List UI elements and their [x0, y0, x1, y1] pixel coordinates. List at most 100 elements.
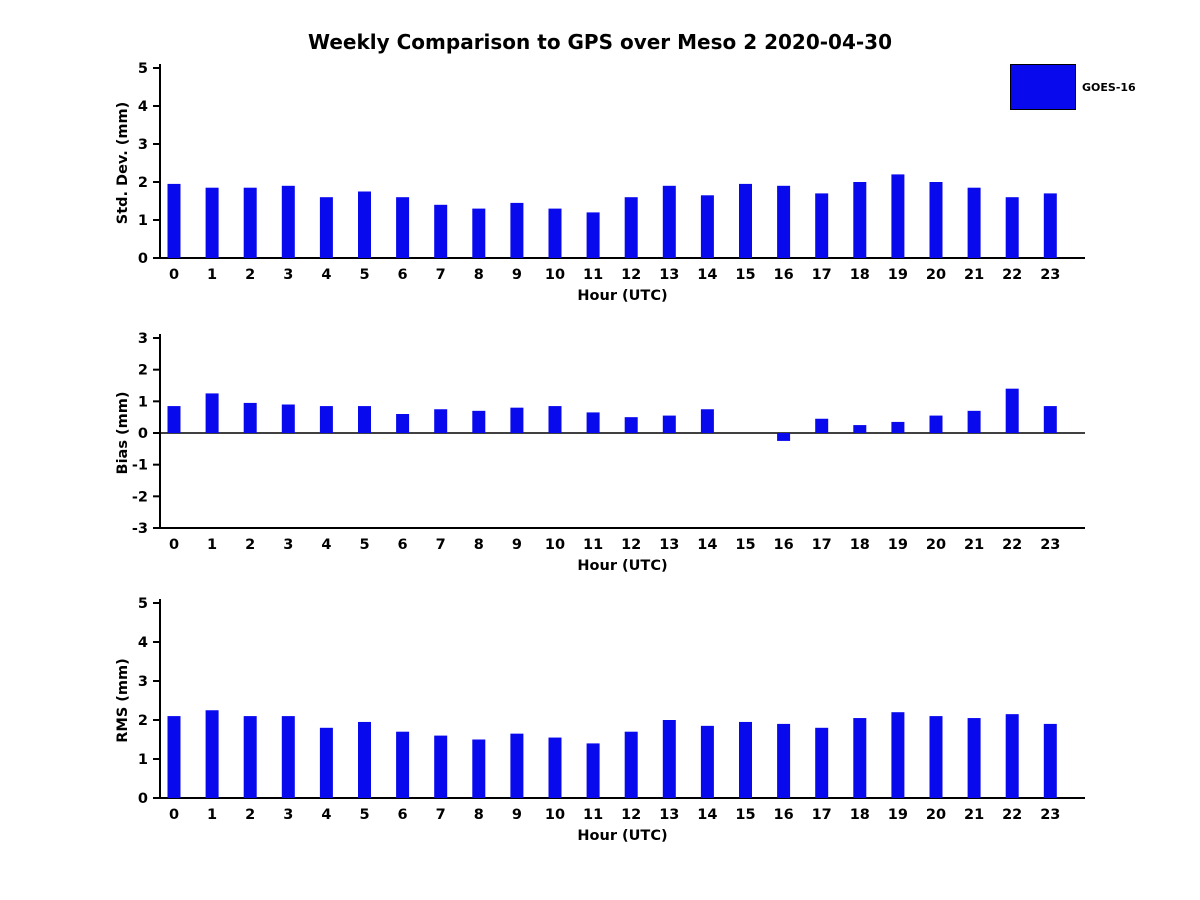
bar-hour-0	[167, 183, 181, 258]
bar-hour-6	[396, 731, 410, 798]
y-tick-label: 3	[138, 137, 148, 153]
x-tick-label: 16	[774, 807, 794, 823]
bar-hour-0	[167, 406, 181, 433]
x-tick-label: 19	[888, 537, 908, 553]
bar-hour-23	[1043, 193, 1057, 258]
y-tick-label: 2	[138, 175, 148, 191]
bar-hour-20	[929, 716, 943, 798]
bar-hour-16	[777, 433, 791, 441]
y-tick-label: 3	[138, 674, 148, 690]
bar-hour-11	[586, 743, 600, 798]
x-tick-label: 15	[735, 537, 755, 553]
x-tick-label: 23	[1040, 807, 1060, 823]
bar-hour-3	[281, 185, 295, 258]
x-tick-label: 15	[735, 267, 755, 283]
bar-hour-17	[815, 418, 829, 433]
bar-hour-6	[396, 414, 410, 433]
x-tick-label: 2	[245, 267, 255, 283]
x-tick-label: 3	[283, 267, 293, 283]
x-tick-label: 11	[583, 537, 603, 553]
y-tick-label: -2	[132, 489, 148, 505]
bar-hour-9	[510, 733, 524, 798]
x-tick-label: 12	[621, 807, 641, 823]
x-tick-label: 0	[169, 537, 179, 553]
x-tick-label: 9	[512, 537, 522, 553]
bar-hour-3	[281, 404, 295, 433]
bar-hour-18	[853, 182, 867, 258]
bar-hour-2	[243, 187, 257, 258]
y-tick-label: 5	[138, 596, 148, 612]
x-tick-label: 17	[812, 807, 832, 823]
bar-hour-19	[891, 712, 905, 798]
y-tick-label: 4	[138, 99, 148, 115]
bar-hour-7	[434, 735, 448, 798]
bar-hour-23	[1043, 723, 1057, 798]
x-tick-label: 6	[398, 807, 408, 823]
bar-hour-21	[967, 187, 981, 258]
x-tick-label: 11	[583, 807, 603, 823]
bar-hour-4	[319, 727, 333, 798]
x-tick-label: 8	[474, 807, 484, 823]
x-tick-label: 9	[512, 267, 522, 283]
y-tick-label: 0	[138, 791, 148, 807]
x-tick-label: 1	[207, 807, 217, 823]
x-tick-label: 14	[697, 267, 717, 283]
x-tick-label: 0	[169, 807, 179, 823]
x-tick-label: 23	[1040, 537, 1060, 553]
bar-hour-13	[662, 415, 676, 433]
y-tick-label: 1	[138, 394, 148, 410]
x-tick-label: 14	[697, 537, 717, 553]
y-tick-label: -1	[132, 458, 148, 474]
bar-hour-12	[624, 731, 638, 798]
bar-hour-1	[205, 187, 219, 258]
x-tick-label: 12	[621, 267, 641, 283]
x-tick-label: 8	[474, 537, 484, 553]
legend-swatch	[1010, 64, 1076, 110]
bar-hour-7	[434, 409, 448, 433]
x-tick-label: 0	[169, 267, 179, 283]
bar-hour-11	[586, 412, 600, 433]
x-tick-label: 12	[621, 537, 641, 553]
legend-label: GOES-16	[1082, 81, 1136, 94]
x-tick-label: 5	[359, 537, 369, 553]
bar-hour-13	[662, 720, 676, 798]
x-tick-label: 13	[659, 267, 679, 283]
bar-hour-15	[739, 721, 752, 798]
ylabel: Std. Dev. (mm)	[115, 102, 131, 224]
bar-hour-1	[205, 393, 219, 433]
x-tick-label: 7	[436, 537, 446, 553]
x-tick-label: 10	[545, 267, 565, 283]
x-tick-label: 6	[398, 267, 408, 283]
bar-hour-1	[205, 710, 219, 798]
bar-hour-15	[739, 183, 752, 258]
x-tick-label: 7	[436, 267, 446, 283]
bar-hour-2	[243, 402, 257, 433]
x-tick-label: 18	[850, 807, 870, 823]
y-tick-label: 5	[138, 61, 148, 77]
x-tick-label: 16	[774, 267, 794, 283]
x-tick-label: 18	[850, 267, 870, 283]
x-tick-label: 4	[321, 267, 331, 283]
x-tick-label: 23	[1040, 267, 1060, 283]
y-tick-label: -3	[132, 521, 148, 537]
bar-hour-14	[700, 409, 714, 433]
x-tick-label: 13	[659, 537, 679, 553]
x-tick-label: 5	[359, 807, 369, 823]
bar-hour-4	[319, 197, 333, 258]
x-tick-label: 21	[964, 807, 984, 823]
bar-hour-22	[1005, 714, 1019, 798]
x-tick-label: 4	[321, 807, 331, 823]
y-tick-label: 4	[138, 635, 148, 651]
bar-hour-3	[281, 716, 295, 798]
bar-hour-10	[548, 208, 562, 258]
bar-hour-10	[548, 406, 562, 433]
x-tick-label: 3	[283, 537, 293, 553]
bar-hour-16	[777, 185, 791, 258]
bar-hour-17	[815, 727, 829, 798]
bar-hour-5	[358, 191, 371, 258]
